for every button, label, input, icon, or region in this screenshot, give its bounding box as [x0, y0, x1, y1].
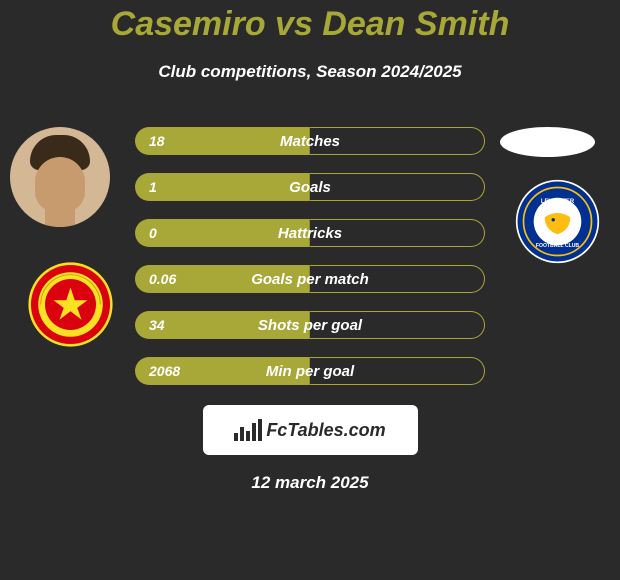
brand-text: FcTables.com — [266, 420, 385, 441]
stat-label: Goals per match — [251, 271, 369, 288]
chart-bar — [234, 433, 238, 441]
stat-row-goals: 1 Goals — [135, 173, 485, 201]
club-badge-left — [28, 262, 113, 347]
avatar-face — [35, 157, 85, 212]
chart-bar — [252, 423, 256, 441]
chart-bar — [258, 419, 262, 441]
stat-label: Min per goal — [266, 363, 354, 380]
comparison-subtitle: Club competitions, Season 2024/2025 — [158, 62, 461, 82]
stat-value-left: 34 — [149, 317, 165, 333]
chart-bar — [246, 431, 250, 441]
stat-right-segment — [310, 173, 485, 201]
stat-value-left: 1 — [149, 179, 157, 195]
avatar-neck — [45, 207, 75, 227]
content-row: 18 Matches 1 Goals 0 Hattricks — [0, 127, 620, 385]
stat-value-left: 2068 — [149, 363, 180, 379]
stat-left-segment: 1 — [135, 173, 310, 201]
stat-row-matches: 18 Matches — [135, 127, 485, 155]
stat-row-hattricks: 0 Hattricks — [135, 219, 485, 247]
comparison-title: Casemiro vs Dean Smith — [111, 5, 510, 44]
stat-value-left: 0 — [149, 225, 157, 241]
stat-label: Goals — [289, 179, 331, 196]
date-text: 12 march 2025 — [251, 473, 368, 493]
club-badge-right: LEICESTER FOOTBALL CLUB — [515, 179, 600, 264]
chart-icon — [234, 419, 262, 441]
chart-bar — [240, 427, 244, 441]
stat-label: Hattricks — [278, 225, 342, 242]
svg-text:FOOTBALL CLUB: FOOTBALL CLUB — [536, 243, 580, 249]
player-avatar-left — [10, 127, 110, 227]
stat-label: Matches — [280, 133, 340, 150]
right-column: LEICESTER FOOTBALL CLUB — [490, 127, 620, 385]
brand-badge: FcTables.com — [203, 405, 418, 455]
stat-row-shots-per-goal: 34 Shots per goal — [135, 311, 485, 339]
svg-text:LEICESTER: LEICESTER — [541, 199, 575, 205]
player-avatar-right — [500, 127, 595, 157]
stat-row-min-per-goal: 2068 Min per goal — [135, 357, 485, 385]
stat-label: Shots per goal — [258, 317, 362, 334]
stat-value-left: 18 — [149, 133, 165, 149]
stats-column: 18 Matches 1 Goals 0 Hattricks — [130, 127, 490, 385]
left-column — [0, 127, 130, 385]
stat-value-left: 0.06 — [149, 271, 176, 287]
stat-row-goals-per-match: 0.06 Goals per match — [135, 265, 485, 293]
